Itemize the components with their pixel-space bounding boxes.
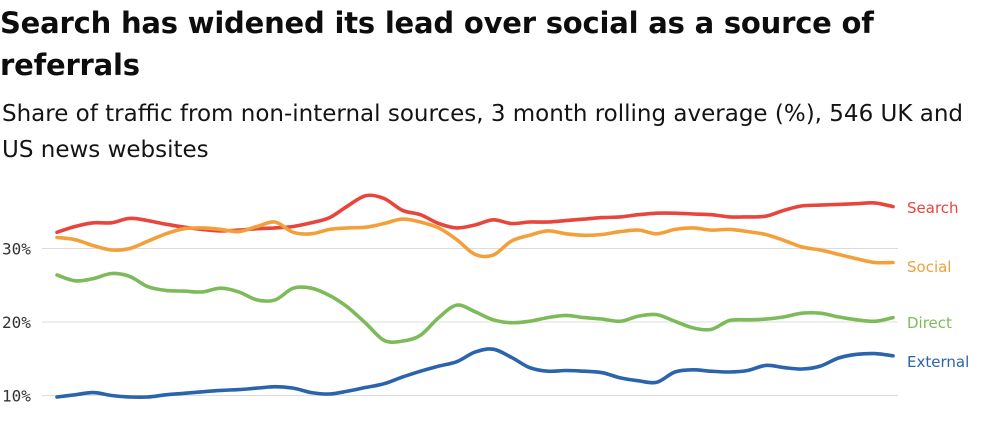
y-tick-label: 20% [2, 313, 31, 332]
series-line-social [55, 217, 895, 265]
series-label-search: Search [907, 199, 959, 217]
y-tick-label: 10% [2, 387, 31, 406]
series-line-external [55, 347, 895, 399]
gridlines [42, 248, 898, 396]
series-labels: Search Social Direct External [907, 199, 969, 371]
series-line-search [55, 193, 895, 235]
y-axis-ticks: 10% 20% 30% [2, 240, 31, 406]
chart-subtitle: Share of traffic from non-internal sourc… [2, 101, 964, 163]
series-label-social: Social [907, 258, 951, 276]
series-label-direct: Direct [907, 314, 952, 332]
series-lines [55, 193, 895, 399]
series-line-direct [55, 271, 895, 344]
series-label-external: External [907, 353, 969, 371]
y-tick-label: 30% [2, 240, 31, 259]
chart-title: Search has widened its lead over social … [0, 6, 874, 82]
